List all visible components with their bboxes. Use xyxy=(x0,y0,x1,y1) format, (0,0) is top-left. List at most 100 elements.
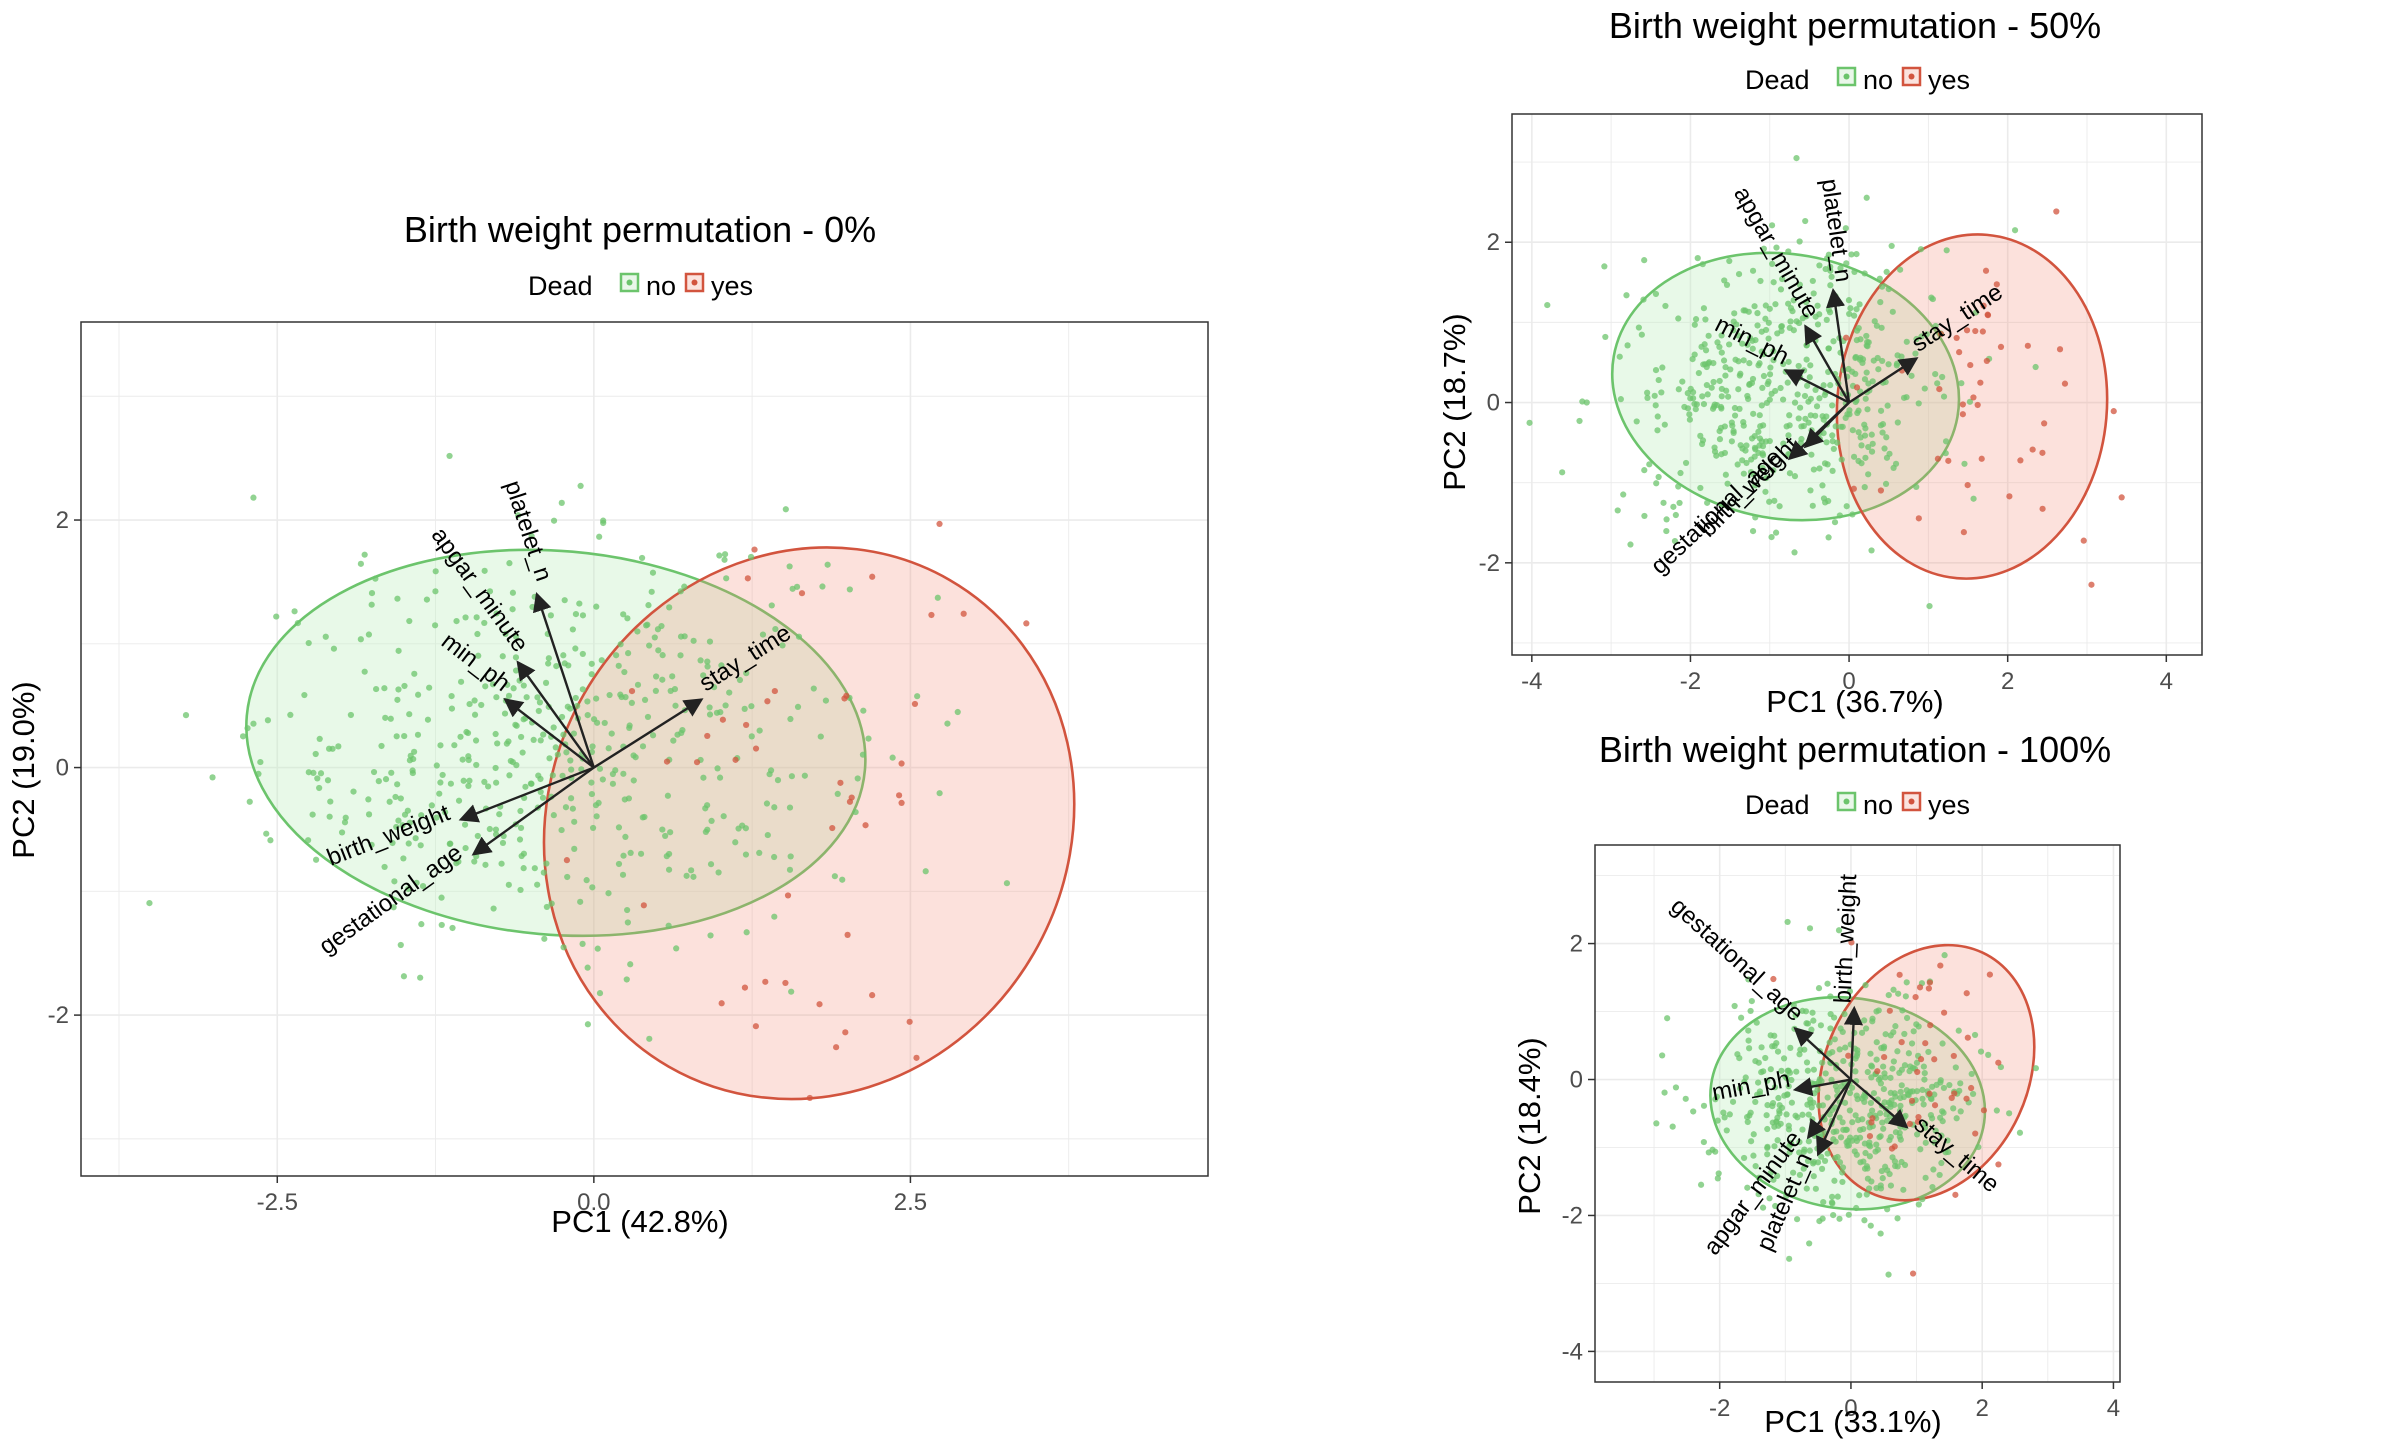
data-point xyxy=(1682,459,1690,467)
data-point xyxy=(1952,1191,1959,1198)
vector-stay-time xyxy=(1848,357,1919,404)
data-point xyxy=(1785,248,1792,255)
data-point xyxy=(1867,1099,1874,1107)
data-point xyxy=(1758,328,1765,335)
data-point xyxy=(1834,1193,1841,1200)
data-point xyxy=(1901,1062,1909,1069)
data-point xyxy=(659,826,666,833)
data-point xyxy=(936,520,943,528)
data-point xyxy=(481,778,488,785)
data-point xyxy=(1786,1255,1793,1262)
data-point xyxy=(305,769,312,776)
data-point xyxy=(1839,1119,1846,1126)
data-point xyxy=(718,662,725,669)
data-point xyxy=(558,713,566,721)
data-point xyxy=(1772,301,1779,308)
data-point xyxy=(489,681,497,688)
data-point xyxy=(2088,581,2095,588)
data-point xyxy=(1985,1051,1992,1058)
data-point xyxy=(1837,423,1845,430)
data-point xyxy=(1856,1192,1863,1199)
data-point xyxy=(1785,1126,1793,1133)
data-point xyxy=(392,793,399,801)
vector-min-ph xyxy=(1792,1077,1852,1097)
data-point xyxy=(1662,302,1669,310)
data-point xyxy=(579,940,586,947)
data-point xyxy=(1842,414,1849,422)
data-point xyxy=(1866,1185,1873,1192)
data-point xyxy=(1602,333,1609,341)
data-point xyxy=(1809,502,1816,509)
data-point xyxy=(1697,432,1704,439)
data-point xyxy=(437,742,444,749)
data-point xyxy=(1809,277,1816,285)
data-point xyxy=(795,633,803,640)
data-point xyxy=(1809,1116,1816,1123)
data-point xyxy=(644,713,652,721)
data-point xyxy=(606,691,613,699)
data-point xyxy=(1828,273,1835,280)
data-point xyxy=(1841,1011,1848,1018)
data-point xyxy=(1927,1112,1935,1119)
data-point xyxy=(672,702,679,709)
data-point xyxy=(1818,1165,1826,1172)
data-point xyxy=(2056,346,2064,353)
data-point xyxy=(1953,1115,1960,1122)
data-point xyxy=(1672,1084,1680,1091)
data-point xyxy=(601,719,608,727)
data-point xyxy=(1654,427,1661,434)
data-point xyxy=(1874,1068,1881,1075)
data-point xyxy=(1986,971,1993,978)
data-point xyxy=(1927,1022,1934,1029)
data-point xyxy=(481,567,488,574)
data-point xyxy=(648,588,655,595)
data-point xyxy=(1773,244,1780,251)
data-point xyxy=(620,852,627,859)
data-point xyxy=(2053,208,2060,215)
data-point xyxy=(534,881,541,888)
data-point xyxy=(615,860,623,868)
data-point xyxy=(1928,1095,1935,1103)
data-point xyxy=(1852,353,1860,361)
data-point xyxy=(1740,422,1747,429)
legend-title: Dead xyxy=(1745,65,1810,95)
data-point xyxy=(806,1094,813,1102)
data-point xyxy=(1776,503,1783,510)
data-point xyxy=(1858,1029,1866,1036)
data-point xyxy=(499,839,507,847)
data-point xyxy=(527,780,535,787)
data-point xyxy=(1810,290,1817,297)
data-point xyxy=(1970,394,1977,401)
data-point xyxy=(1848,251,1855,258)
axis-ticks: -2 0 2 4 -4 -2 0 2 xyxy=(1562,931,2120,1422)
data-point xyxy=(1781,1092,1788,1099)
data-point xyxy=(577,482,584,489)
data-point xyxy=(394,595,401,602)
data-point xyxy=(1823,316,1830,323)
data-point xyxy=(1874,1146,1882,1153)
data-point xyxy=(1963,1095,1970,1102)
data-point xyxy=(1894,1048,1901,1055)
data-point xyxy=(707,932,714,939)
chart-title: Birth weight permutation - 50% xyxy=(1609,5,2101,46)
data-point xyxy=(294,620,301,627)
data-point xyxy=(707,861,715,868)
data-point xyxy=(1918,333,1925,340)
data-point xyxy=(492,764,499,772)
data-point xyxy=(1900,394,1908,401)
data-point xyxy=(700,672,707,679)
data-point xyxy=(492,826,500,833)
data-point xyxy=(628,687,636,695)
data-point xyxy=(1723,1127,1730,1134)
data-point xyxy=(255,770,262,778)
data-point xyxy=(1944,1137,1951,1144)
data-point xyxy=(1691,321,1698,328)
data-point xyxy=(1743,442,1750,449)
data-point xyxy=(1824,980,1831,987)
data-point xyxy=(1830,1014,1838,1021)
data-point xyxy=(1950,1105,1957,1112)
data-point xyxy=(1731,412,1739,419)
data-point xyxy=(706,704,713,711)
data-point xyxy=(759,631,767,638)
data-point xyxy=(1769,260,1776,268)
